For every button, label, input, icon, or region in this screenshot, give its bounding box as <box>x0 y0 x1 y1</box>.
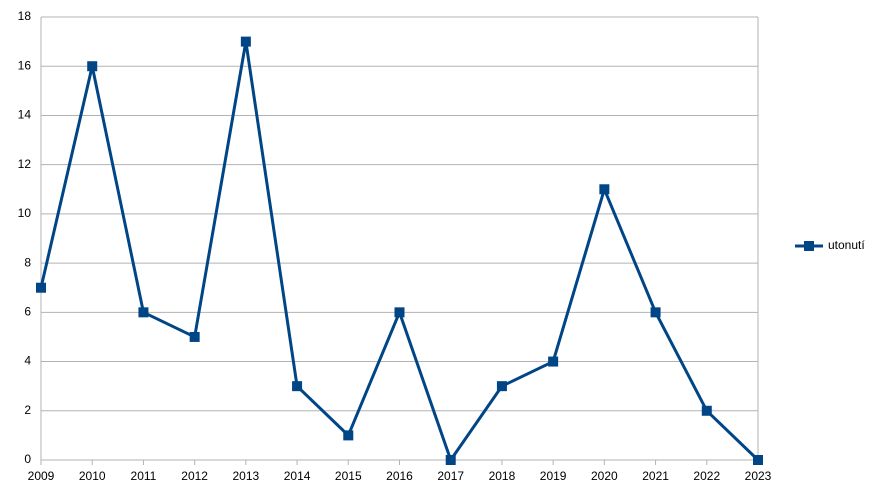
y-tick-label: 2 <box>24 403 31 417</box>
line <box>39 40 760 462</box>
y-tick-label: 16 <box>18 58 32 72</box>
marker <box>753 455 763 465</box>
marker <box>189 331 200 342</box>
x-tick-label: 2015 <box>335 469 362 483</box>
x-tick-label: 2009 <box>28 469 55 483</box>
y-tick-label: 12 <box>18 157 32 171</box>
marker <box>599 184 610 195</box>
x-tick-label: 2021 <box>642 469 669 483</box>
x-tick-label: 2018 <box>489 469 516 483</box>
marker <box>240 36 251 47</box>
marker <box>292 381 303 392</box>
x-tick-label: 2016 <box>386 469 413 483</box>
x-tick-label: 2017 <box>437 469 464 483</box>
marker <box>548 356 559 367</box>
marker <box>394 307 405 318</box>
y-tick-label: 0 <box>24 452 31 466</box>
legend-marker <box>804 241 814 251</box>
y-tick-label: 6 <box>24 305 31 319</box>
x-tick-label: 2023 <box>745 469 772 483</box>
marker <box>445 455 456 465</box>
y-tick-label: 4 <box>24 354 31 368</box>
x-tick-label: 2012 <box>181 469 208 483</box>
marker <box>650 307 661 318</box>
y-tick-label: 14 <box>18 108 32 122</box>
marker <box>701 405 712 416</box>
x-tick-label: 2011 <box>131 469 157 483</box>
x-tick-label: 2022 <box>693 469 720 483</box>
x-tick-label: 2010 <box>79 469 106 483</box>
marker <box>343 430 354 441</box>
x-tick-label: 2014 <box>284 469 311 483</box>
marker <box>36 282 46 293</box>
legend-label: utonutí <box>828 238 865 252</box>
marker <box>138 307 149 318</box>
x-tick-label: 2020 <box>591 469 618 483</box>
marker <box>87 61 98 72</box>
x-tick-label: 2013 <box>233 469 260 483</box>
y-tick-label: 8 <box>24 255 31 269</box>
y-tick-label: 18 <box>18 9 32 23</box>
y-tick-label: 10 <box>18 206 32 220</box>
x-tick-label: 2019 <box>540 469 567 483</box>
marker <box>496 381 507 392</box>
